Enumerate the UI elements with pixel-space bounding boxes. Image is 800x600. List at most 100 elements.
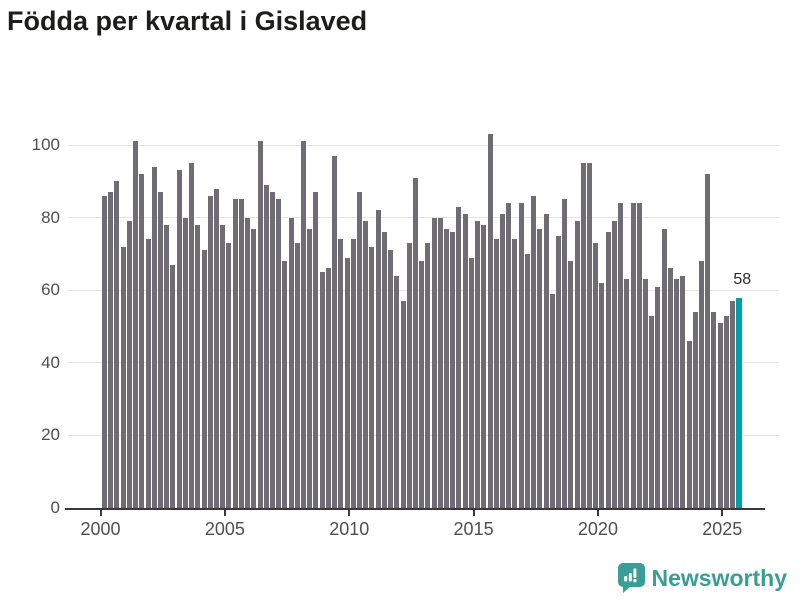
bar — [189, 163, 195, 508]
bar — [437, 217, 443, 508]
bar — [568, 261, 574, 508]
bar — [493, 239, 499, 508]
bar — [102, 195, 107, 508]
bar — [363, 221, 369, 508]
bar — [319, 272, 325, 508]
bar — [655, 286, 661, 508]
bar — [238, 199, 244, 508]
x-axis-tick-label: 2025 — [702, 519, 743, 539]
bar — [307, 228, 313, 508]
bar — [182, 217, 188, 508]
bar — [325, 268, 331, 508]
bar — [263, 184, 269, 508]
x-axis-tick — [721, 510, 724, 516]
bar — [674, 279, 680, 508]
bar — [269, 192, 275, 508]
bar — [587, 163, 592, 508]
x-axis-tick — [596, 510, 599, 516]
highlighted-bar — [736, 297, 743, 508]
bar — [543, 214, 549, 508]
x-axis-tick-label: 2015 — [453, 519, 494, 539]
bar — [301, 141, 306, 508]
bar — [462, 214, 468, 508]
y-axis-tick-label: 60 — [41, 280, 60, 300]
newsworthy-logo[interactable]: Newsworthy — [617, 563, 787, 593]
bar — [611, 221, 617, 508]
bar — [649, 315, 655, 508]
bar — [226, 243, 232, 508]
bar — [518, 203, 524, 508]
bar — [730, 301, 735, 508]
bar — [400, 301, 406, 508]
x-axis — [65, 508, 765, 510]
bar — [686, 341, 692, 508]
bar — [381, 232, 387, 508]
bar — [468, 257, 474, 508]
bar — [114, 181, 120, 508]
bar — [487, 134, 493, 508]
bar — [139, 174, 145, 508]
bar — [574, 221, 580, 508]
bar — [549, 293, 555, 508]
bar — [481, 224, 487, 508]
x-axis-tick-label: 2010 — [329, 519, 370, 539]
bar — [108, 192, 114, 508]
bar — [288, 217, 294, 508]
x-axis-tick-label: 2000 — [80, 519, 121, 539]
bar — [394, 275, 400, 508]
bar — [562, 199, 568, 508]
bar — [667, 268, 673, 508]
bar — [624, 279, 630, 508]
bar — [133, 141, 139, 508]
x-axis-tick — [348, 510, 351, 516]
bar — [207, 195, 213, 508]
bar — [698, 261, 704, 508]
bar — [630, 203, 636, 508]
bar — [512, 239, 518, 508]
gridline-y-80 — [68, 217, 779, 219]
bar — [580, 163, 586, 508]
bar — [126, 221, 132, 508]
y-axis-tick-label: 20 — [41, 425, 60, 445]
highlighted-bar-value-label: 58 — [733, 271, 752, 289]
y-axis-tick-label: 0 — [50, 498, 60, 517]
gridline-y-100 — [68, 144, 779, 146]
bar — [375, 210, 381, 508]
y-axis-tick-label: 100 — [31, 135, 60, 154]
bar — [680, 275, 686, 508]
bar — [444, 228, 449, 508]
x-axis-tick-label: 2005 — [204, 519, 245, 539]
bar — [369, 246, 375, 508]
bar — [313, 192, 319, 508]
bar — [425, 243, 431, 508]
bar — [475, 221, 481, 508]
bar — [450, 232, 456, 508]
bar — [711, 312, 717, 508]
bar — [500, 214, 505, 508]
bar — [412, 177, 418, 508]
bar — [537, 228, 543, 508]
bar — [220, 224, 226, 508]
bar — [151, 166, 157, 508]
bar — [350, 239, 356, 508]
bar — [605, 232, 611, 508]
bar — [723, 315, 729, 508]
newsworthy-logo-text: Newsworthy — [651, 564, 787, 591]
bar — [388, 250, 393, 508]
bar — [636, 203, 642, 508]
x-axis-tick — [223, 510, 226, 516]
bar — [531, 195, 536, 508]
x-axis-tick-label: 2020 — [577, 519, 618, 539]
bar — [338, 239, 344, 508]
bar — [705, 174, 711, 508]
x-axis-tick — [472, 510, 475, 516]
newsworthy-speech-bubble-bar-chart-icon — [617, 563, 645, 593]
bar — [419, 261, 425, 508]
bar — [524, 253, 530, 508]
bar — [692, 312, 698, 508]
bar — [120, 246, 126, 508]
bar — [170, 264, 176, 508]
bar — [356, 192, 362, 508]
bar — [195, 224, 201, 508]
